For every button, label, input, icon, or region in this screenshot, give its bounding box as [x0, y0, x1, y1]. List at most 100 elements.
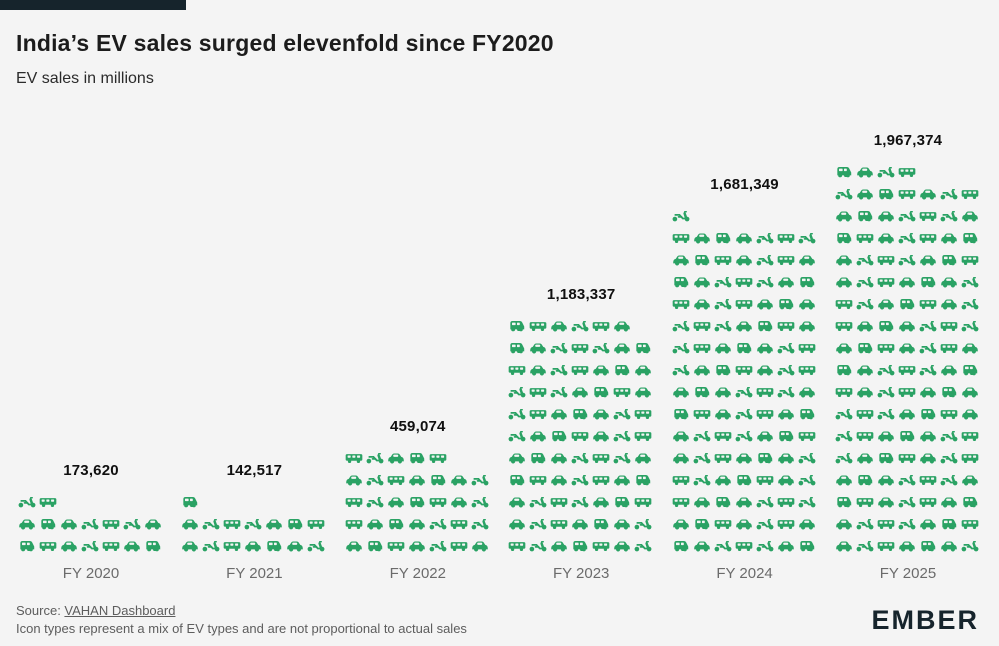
car-icon — [876, 231, 896, 245]
scooter-icon — [797, 231, 817, 245]
icon-row — [834, 165, 917, 179]
car-icon — [285, 539, 305, 553]
van-icon — [692, 341, 712, 355]
van-icon — [344, 495, 364, 509]
car-icon — [612, 319, 632, 333]
van-icon — [776, 231, 796, 245]
van-icon — [449, 539, 469, 553]
car-icon — [549, 539, 569, 553]
car-icon — [855, 165, 875, 179]
scooter-icon — [671, 209, 691, 223]
van-icon — [797, 341, 817, 355]
icon-row — [834, 429, 980, 443]
icon-stack — [507, 319, 655, 553]
car-icon — [692, 363, 712, 377]
rickshaw-icon — [918, 539, 938, 553]
van-icon — [101, 539, 121, 553]
rickshaw-icon — [834, 363, 854, 377]
car-icon — [834, 275, 854, 289]
car-icon — [449, 495, 469, 509]
car-icon — [591, 429, 611, 443]
scooter-icon — [960, 297, 980, 311]
scooter-icon — [591, 341, 611, 355]
car-icon — [755, 341, 775, 355]
van-icon — [876, 517, 896, 531]
scooter-icon — [939, 429, 959, 443]
scooter-icon — [507, 429, 527, 443]
scooter-icon — [713, 539, 733, 553]
icon-row — [671, 253, 817, 267]
icon-row — [834, 231, 980, 245]
scooter-icon — [365, 473, 385, 487]
value-label: 1,967,374 — [873, 132, 943, 149]
car-icon — [507, 495, 527, 509]
scooter-icon — [876, 165, 896, 179]
icon-row — [834, 451, 980, 465]
rickshaw-icon — [692, 253, 712, 267]
scooter-icon — [528, 495, 548, 509]
van-icon — [671, 473, 691, 487]
car-icon — [591, 495, 611, 509]
icon-row — [17, 495, 58, 509]
scooter-icon — [201, 517, 221, 531]
scooter-icon — [612, 429, 632, 443]
icon-row — [507, 473, 653, 487]
rickshaw-icon — [755, 451, 775, 465]
scooter-icon — [570, 451, 590, 465]
rickshaw-icon — [528, 451, 548, 465]
van-icon — [549, 517, 569, 531]
source-link[interactable]: VAHAN Dashboard — [64, 603, 176, 618]
scooter-icon — [713, 275, 733, 289]
icon-row — [17, 517, 163, 531]
source-line: Source: VAHAN Dashboard — [16, 603, 467, 618]
scooter-icon — [549, 385, 569, 399]
van-icon — [713, 451, 733, 465]
rickshaw-icon — [692, 385, 712, 399]
car-icon — [939, 363, 959, 377]
car-icon — [939, 231, 959, 245]
scooter-icon — [939, 187, 959, 201]
rickshaw-icon — [591, 385, 611, 399]
scooter-icon — [834, 429, 854, 443]
scooter-icon — [80, 539, 100, 553]
car-icon — [918, 451, 938, 465]
icon-row — [671, 517, 817, 531]
van-icon — [960, 253, 980, 267]
car-icon — [834, 209, 854, 223]
car-icon — [507, 517, 527, 531]
car-icon — [612, 517, 632, 531]
rickshaw-icon — [17, 539, 37, 553]
car-icon — [407, 539, 427, 553]
rickshaw-icon — [897, 429, 917, 443]
rickshaw-icon — [734, 341, 754, 355]
rickshaw-icon — [939, 253, 959, 267]
scooter-icon — [17, 495, 37, 509]
value-label: 1,183,337 — [546, 286, 616, 303]
rickshaw-icon — [692, 517, 712, 531]
chart-column: 142,517 FY 2021 — [175, 462, 333, 582]
scooter-icon — [570, 319, 590, 333]
scooter-icon — [713, 319, 733, 333]
car-icon — [612, 341, 632, 355]
scooter-icon — [797, 473, 817, 487]
van-icon — [960, 187, 980, 201]
van-icon — [633, 407, 653, 421]
van-icon — [897, 451, 917, 465]
value-label: 142,517 — [226, 462, 283, 479]
rickshaw-icon — [834, 165, 854, 179]
rickshaw-icon — [671, 275, 691, 289]
car-icon — [671, 451, 691, 465]
van-icon — [897, 385, 917, 399]
scooter-icon — [834, 407, 854, 421]
van-icon — [918, 473, 938, 487]
car-icon — [876, 297, 896, 311]
van-icon — [939, 407, 959, 421]
car-icon — [834, 253, 854, 267]
icon-row — [834, 209, 980, 223]
icon-row — [507, 429, 653, 443]
icon-stack — [344, 451, 492, 553]
value-label: 173,620 — [63, 462, 119, 479]
scooter-icon — [549, 341, 569, 355]
icon-row — [17, 539, 163, 553]
rickshaw-icon — [633, 341, 653, 355]
